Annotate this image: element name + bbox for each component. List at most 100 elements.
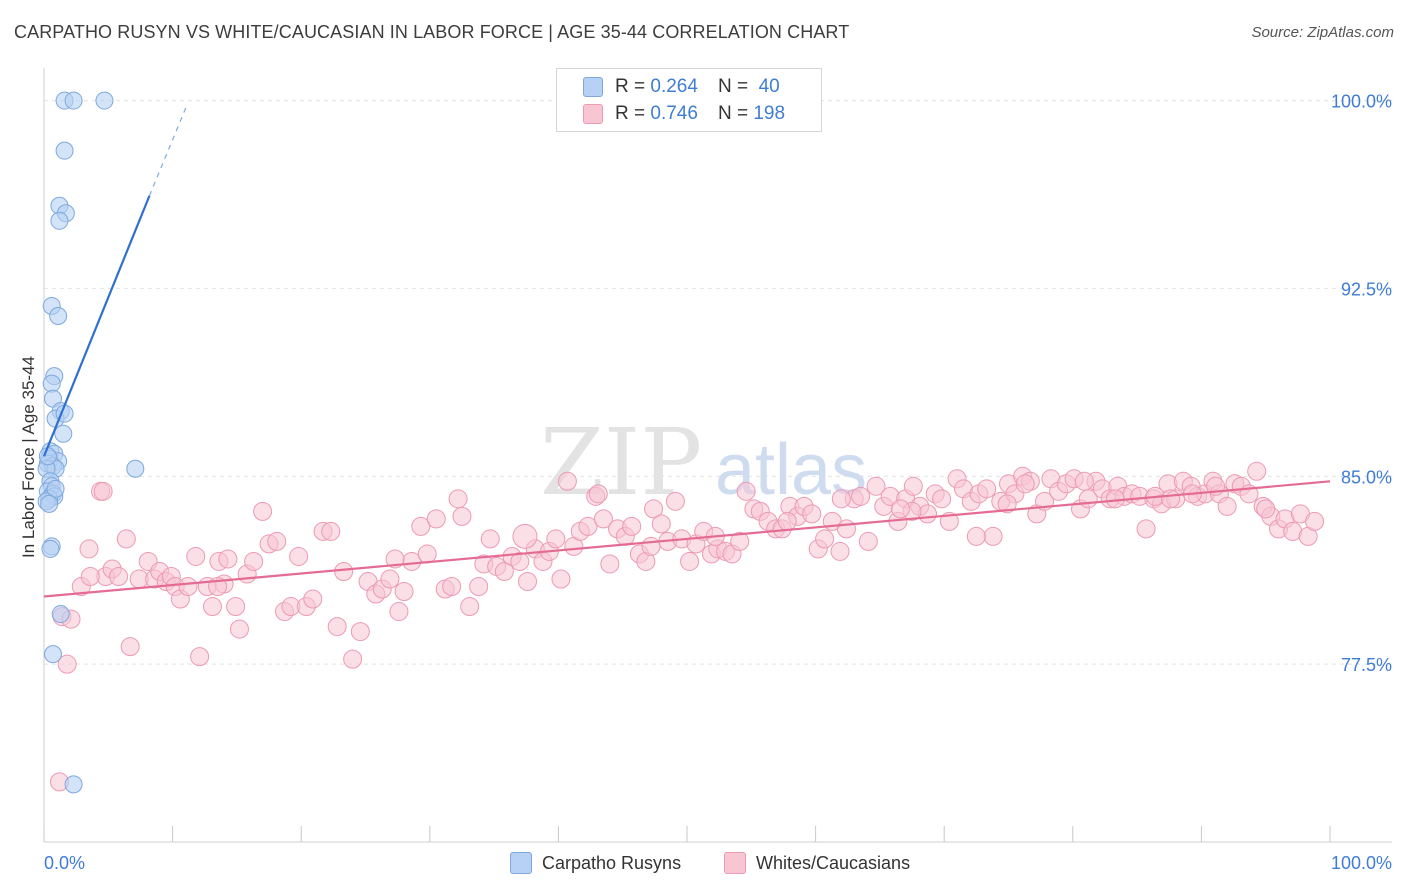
white-caucasian-point [1074, 471, 1094, 491]
y-tick-label: 85.0% [1341, 467, 1392, 487]
stats-row-white: R = 0.746 N = 198 [583, 101, 785, 127]
white-caucasian-point [289, 546, 309, 566]
white-caucasian-point [997, 494, 1017, 514]
blue-swatch-icon [510, 852, 532, 874]
white-caucasian-point [1105, 489, 1125, 509]
white-caucasian-point [858, 531, 878, 551]
white-caucasian-point [600, 554, 620, 574]
white-caucasian-point [178, 577, 198, 597]
white-caucasian-point [836, 519, 856, 539]
white-caucasian-point [57, 654, 77, 674]
white-caucasian-point [665, 491, 685, 511]
white-caucasian-point [512, 523, 538, 549]
n-value-carpatho: 40 [758, 76, 780, 97]
white-caucasian-point [736, 481, 756, 501]
blue-series-points [37, 91, 145, 794]
y-tick-label: 77.5% [1341, 655, 1392, 675]
n-label: N = [717, 76, 749, 97]
x-tick-label-max: 100.0% [1331, 853, 1392, 873]
white-caucasian-point [588, 484, 608, 504]
y-axis-label: In Labor Force | Age 35-44 [19, 356, 38, 558]
white-caucasian-point [226, 597, 246, 617]
carpatho-rusyn-point [54, 424, 73, 443]
pink-swatch-icon [724, 852, 746, 874]
white-caucasian-point [890, 499, 910, 519]
white-caucasian-point [622, 516, 642, 536]
legend-item-carpatho[interactable]: Carpatho Rusyns [510, 852, 681, 874]
white-caucasian-point [830, 541, 850, 561]
white-caucasian-point [267, 531, 287, 551]
white-caucasian-point [546, 529, 566, 549]
white-caucasian-point [327, 617, 347, 637]
white-caucasian-point [831, 489, 851, 509]
y-tick-label: 92.5% [1341, 279, 1392, 299]
white-caucasian-point [777, 511, 797, 531]
white-caucasian-point [394, 582, 414, 602]
white-caucasian-point [983, 526, 1003, 546]
trend-lines [42, 105, 1331, 598]
white-caucasian-point [903, 476, 923, 496]
white-caucasian-point [1217, 496, 1237, 516]
white-caucasian-point [448, 489, 468, 509]
white-caucasian-point [411, 516, 431, 536]
white-caucasian-point [851, 486, 871, 506]
white-caucasian-point [593, 509, 613, 529]
white-caucasian-point [218, 549, 238, 569]
white-caucasian-point [80, 566, 100, 586]
carpatho-rusyn-trend-extension [148, 105, 188, 196]
white-caucasian-point [680, 551, 700, 571]
white-caucasian-point [551, 569, 571, 589]
white-caucasian-point [1015, 474, 1035, 494]
carpatho-rusyn-point [46, 479, 65, 498]
white-caucasian-point [229, 619, 249, 639]
white-caucasian-point [343, 649, 363, 669]
white-caucasian-point [93, 481, 113, 501]
white-caucasian-point [385, 549, 405, 569]
white-caucasian-point [442, 577, 462, 597]
r-label: R = [615, 76, 646, 97]
white-caucasian-point [460, 597, 480, 617]
carpatho-rusyn-point [41, 539, 60, 558]
white-caucasian-trend-line [43, 480, 1331, 598]
white-caucasian-point [79, 539, 99, 559]
carpatho-rusyn-point [42, 374, 61, 393]
x-ticks [43, 826, 1331, 842]
white-caucasian-point [518, 571, 538, 591]
carpatho-rusyn-point [64, 91, 83, 110]
legend-item-white[interactable]: Whites/Caucasians [724, 852, 910, 874]
white-caucasian-point [494, 561, 514, 581]
white-caucasian-point [966, 526, 986, 546]
carpatho-rusyn-point [51, 605, 70, 624]
n-value-white: 198 [753, 103, 786, 124]
carpatho-rusyn-point [126, 459, 145, 478]
white-caucasian-point [380, 569, 400, 589]
y-tick-label: 100.0% [1331, 92, 1392, 112]
white-caucasian-point [641, 536, 661, 556]
white-caucasian-point [426, 509, 446, 529]
stats-row-carpatho: R = 0.264 N = 40 [583, 74, 780, 100]
carpatho-rusyn-point [40, 494, 59, 513]
white-caucasian-point [186, 546, 206, 566]
white-caucasian-point [480, 529, 500, 549]
white-caucasian-point [321, 521, 341, 541]
white-caucasian-point [932, 489, 952, 509]
r-value-white: 0.746 [650, 103, 698, 124]
white-caucasian-point [1136, 519, 1156, 539]
white-caucasian-point [190, 647, 210, 667]
carpatho-rusyn-trend-line [42, 195, 151, 457]
carpatho-rusyn-point [64, 775, 83, 794]
white-caucasian-point [578, 516, 598, 536]
white-caucasian-point [1305, 511, 1325, 531]
white-caucasian-point [730, 531, 750, 551]
white-caucasian-point [452, 506, 472, 526]
white-caucasian-point [244, 551, 264, 571]
series-legend: Carpatho Rusyns Whites/Caucasians [0, 852, 1406, 878]
white-caucasian-point [866, 476, 886, 496]
white-caucasian-point [802, 504, 822, 524]
white-caucasian-point [644, 499, 664, 519]
stats-legend: R = 0.264 N = 40 R = 0.746 N = 198 [556, 68, 822, 132]
r-label: R = [615, 103, 646, 124]
white-caucasian-point [350, 622, 370, 642]
carpatho-rusyn-point [95, 91, 114, 110]
